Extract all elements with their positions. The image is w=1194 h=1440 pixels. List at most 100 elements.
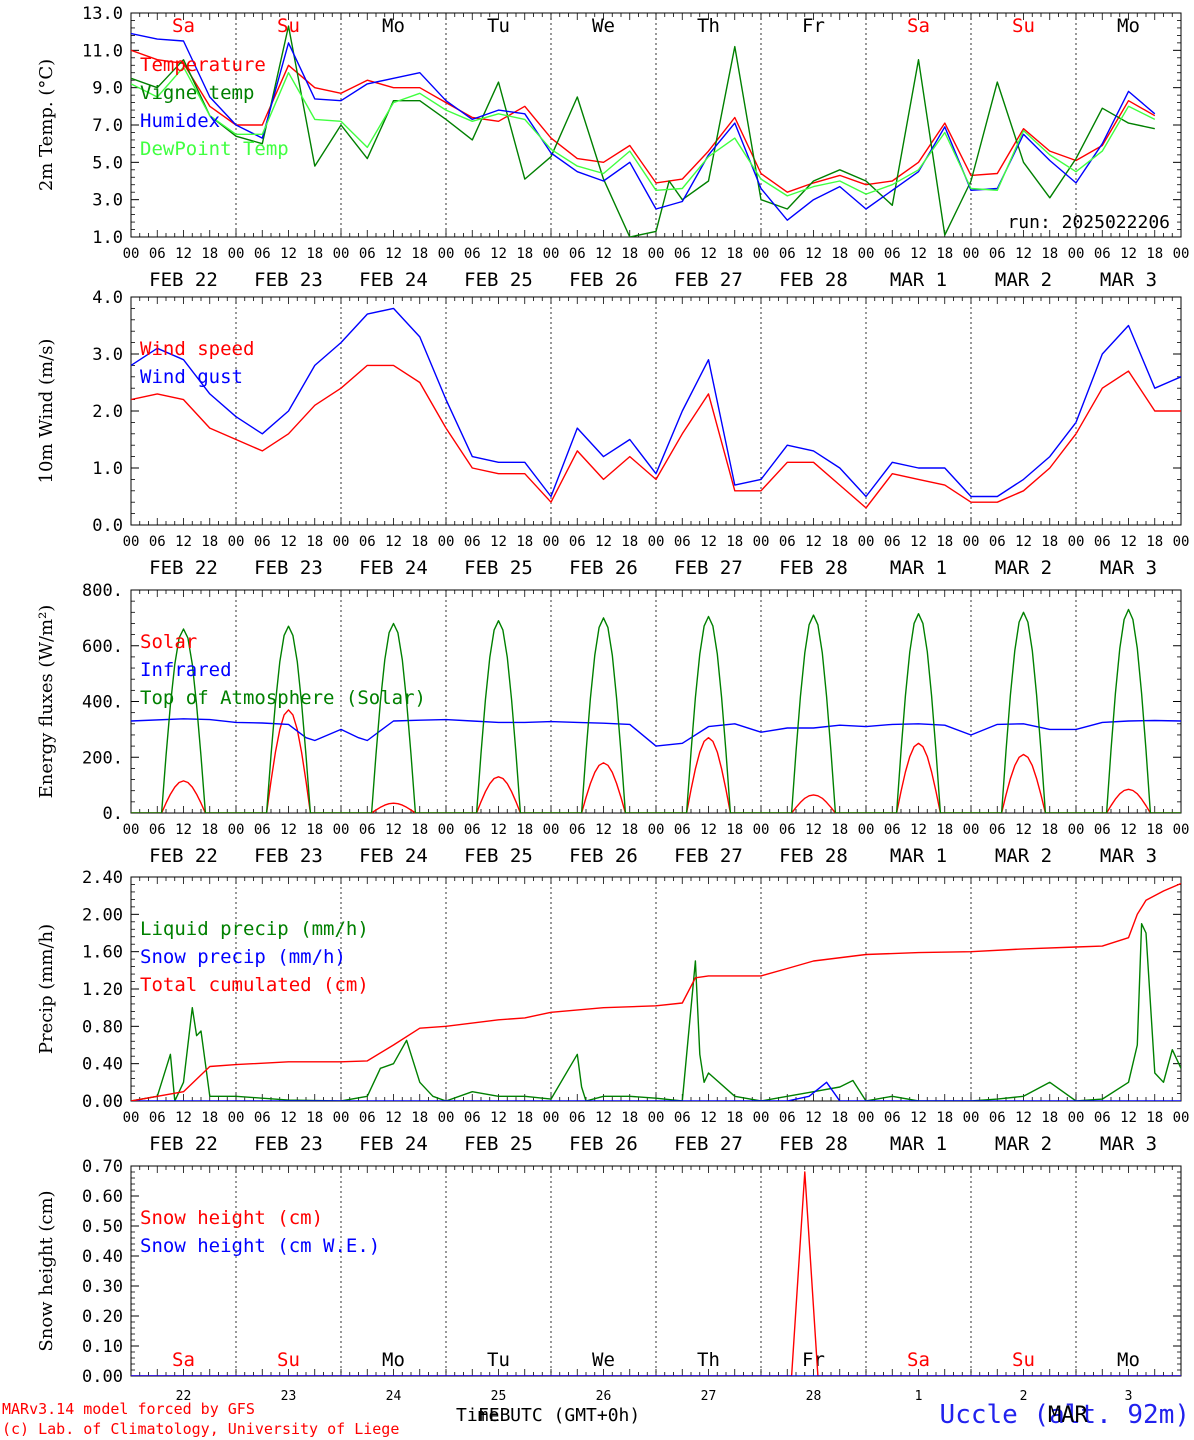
y-tick-label: 0.70 [82, 1157, 123, 1177]
legend-entry: Top of Atmosphere (Solar) [140, 687, 426, 709]
hour-tick-label: 12 [700, 246, 717, 262]
date-label: FEB 28 [779, 845, 848, 867]
date-label: MAR 2 [995, 269, 1052, 291]
hour-tick-label: 00 [543, 246, 560, 262]
hour-tick-label: 00 [858, 822, 875, 838]
series-liquid-precip-mm-h- [131, 923, 1181, 1101]
day-name: Mo [382, 15, 405, 37]
hour-tick-label: 06 [1094, 246, 1111, 262]
date-label: FEB 27 [674, 557, 743, 579]
y-tick-label: 0.60 [82, 1187, 123, 1207]
hour-tick-label: 06 [884, 246, 901, 262]
day-name: Tu [487, 1349, 510, 1371]
legend-entry: DewPoint Temp [140, 138, 289, 160]
day-name: Su [1012, 1349, 1035, 1371]
hour-tick-label: 12 [1120, 1110, 1137, 1126]
hour-tick-label: 00 [648, 534, 665, 550]
day-name: Sa [172, 15, 195, 37]
hour-tick-label: 12 [385, 822, 402, 838]
y-tick-label: 1.20 [82, 980, 123, 1000]
hour-tick-label: 00 [1068, 822, 1085, 838]
legend-entry: Temperature [140, 54, 266, 76]
hour-tick-label: 18 [411, 534, 428, 550]
date-label: MAR 1 [890, 1133, 947, 1155]
date-label: MAR 1 [890, 845, 947, 867]
hour-tick-label: 00 [333, 534, 350, 550]
day-number: 27 [701, 1389, 717, 1404]
date-label: MAR 1 [890, 269, 947, 291]
hour-tick-label: 00 [438, 1110, 455, 1126]
y-tick-label: 0.80 [82, 1017, 123, 1037]
hour-tick-label: 00 [333, 1110, 350, 1126]
hour-tick-label: 18 [936, 534, 953, 550]
day-name: Tu [487, 15, 510, 37]
hour-tick-label: 12 [280, 1110, 297, 1126]
date-label: MAR 2 [995, 845, 1052, 867]
hour-tick-label: 00 [753, 246, 770, 262]
hour-tick-label: 18 [411, 246, 428, 262]
hour-tick-label: 18 [306, 246, 323, 262]
hour-tick-label: 00 [123, 822, 140, 838]
date-label: MAR 1 [890, 557, 947, 579]
hour-tick-label: 06 [674, 822, 691, 838]
hour-tick-label: 18 [516, 1110, 533, 1126]
hour-tick-label: 18 [726, 534, 743, 550]
hour-tick-label: 06 [884, 1110, 901, 1126]
hour-tick-label: 18 [726, 1110, 743, 1126]
y-tick-label: 0.20 [82, 1307, 123, 1327]
y-tick-label: 0. [103, 804, 123, 824]
hour-tick-label: 00 [543, 822, 560, 838]
date-label: MAR 3 [1100, 269, 1157, 291]
day-number: 25 [491, 1389, 507, 1404]
hour-tick-label: 12 [385, 1110, 402, 1126]
y-tick-label: 1.0 [92, 228, 123, 248]
hour-tick-label: 06 [884, 534, 901, 550]
hour-tick-label: 18 [201, 246, 218, 262]
hour-tick-label: 06 [464, 1110, 481, 1126]
hour-tick-label: 12 [1120, 534, 1137, 550]
hour-tick-label: 00 [543, 1110, 560, 1126]
hour-tick-label: 18 [831, 534, 848, 550]
hour-tick-label: 00 [753, 822, 770, 838]
series-infrared [131, 718, 1181, 747]
hour-tick-label: 06 [254, 246, 271, 262]
date-label: FEB 25 [464, 269, 533, 291]
date-label: MAR 2 [995, 1133, 1052, 1155]
day-name: We [592, 1349, 615, 1371]
hour-tick-label: 18 [726, 246, 743, 262]
hour-tick-label: 06 [989, 534, 1006, 550]
panel-5: 0.00 0.10 0.20 0.30 0.40 0.50 0.60 0.70 Snow hei… [36, 1157, 1182, 1404]
hour-tick-label: 00 [228, 822, 245, 838]
hour-tick-label: 06 [779, 822, 796, 838]
legend-entry: Snow height (cm) [140, 1207, 323, 1229]
y-tick-label: 2.00 [82, 905, 123, 925]
hour-tick-label: 12 [595, 534, 612, 550]
hour-tick-label: 06 [989, 1110, 1006, 1126]
date-label: FEB 26 [569, 269, 638, 291]
hour-tick-label: 00 [963, 246, 980, 262]
series-wind-gust [131, 307, 1181, 498]
date-label: MAR 3 [1100, 1133, 1157, 1155]
date-label: FEB 25 [464, 1133, 533, 1155]
day-number: 1 [915, 1389, 923, 1404]
hour-tick-label: 00 [648, 246, 665, 262]
series-group [131, 307, 1181, 509]
day-name: Su [277, 1349, 300, 1371]
y-tick-label: 0.30 [82, 1277, 123, 1297]
hour-tick-label: 18 [201, 822, 218, 838]
hour-tick-label: 06 [989, 822, 1006, 838]
hour-tick-label: 06 [464, 822, 481, 838]
hour-tick-label: 18 [726, 822, 743, 838]
hour-tick-label: 06 [569, 1110, 586, 1126]
hour-tick-label: 00 [1173, 822, 1190, 838]
hour-tick-label: 00 [1173, 246, 1190, 262]
date-label: FEB 23 [254, 269, 323, 291]
day-name: Mo [1117, 15, 1140, 37]
hour-tick-label: 12 [805, 822, 822, 838]
hour-tick-label: 18 [306, 822, 323, 838]
hour-tick-label: 00 [333, 246, 350, 262]
hour-tick-label: 00 [123, 534, 140, 550]
y-axis-label: 2m Temp. (°C) [36, 59, 57, 191]
panel-1: 1.0 3.0 5.0 7.0 9.0 11.0 13.0 2m Temp. (°C) 00 06… [36, 4, 1189, 291]
